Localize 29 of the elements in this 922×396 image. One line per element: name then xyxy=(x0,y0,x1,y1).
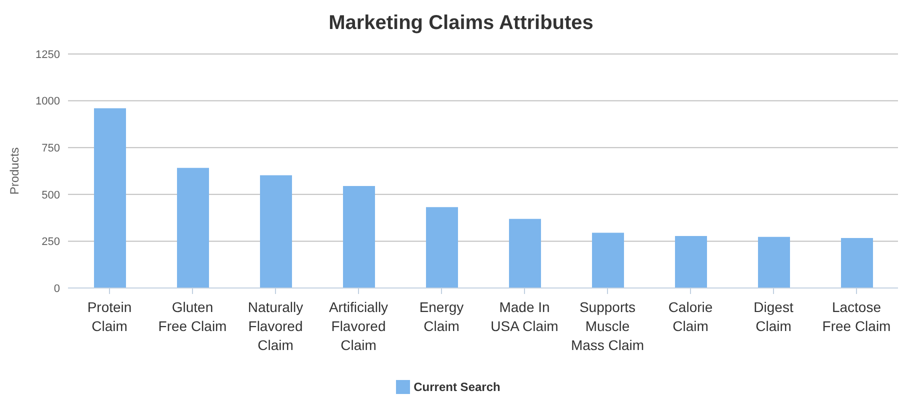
x-tick-label: Supports Muscle Mass Claim xyxy=(570,299,644,353)
y-tick-label: 0 xyxy=(54,282,60,295)
x-tick-label: Calorie Claim xyxy=(668,299,713,334)
x-tick-label: Protein Claim xyxy=(87,299,132,334)
y-tick-label: 500 xyxy=(42,189,60,202)
bar xyxy=(343,186,375,288)
y-tick-label: 1000 xyxy=(36,96,60,108)
chart-title: Marketing Claims Attributes xyxy=(328,11,594,36)
x-tick-label: Lactose Free Claim xyxy=(822,299,891,334)
y-tick-label: 750 xyxy=(42,142,60,155)
bar xyxy=(260,175,292,288)
x-tick-label: Gluten Free Claim xyxy=(158,299,227,334)
x-tick-label: Energy Claim xyxy=(419,299,464,334)
bar xyxy=(592,232,624,288)
bar xyxy=(841,238,873,288)
bar xyxy=(177,168,209,288)
legend-label: Current Search xyxy=(414,380,500,394)
x-tick-label: Artificially Flavored Claim xyxy=(328,299,388,353)
x-tick-label: Made In USA Claim xyxy=(490,299,558,334)
x-tick-label: Naturally Flavored Claim xyxy=(248,299,304,353)
bar xyxy=(758,236,790,288)
y-tick-label: 250 xyxy=(42,236,60,248)
bar xyxy=(94,108,126,288)
bar xyxy=(426,207,458,288)
bar xyxy=(509,218,541,288)
x-tick-label: Digest Claim xyxy=(754,299,794,334)
y-axis-title: Products xyxy=(7,147,22,195)
y-tick-label: 1250 xyxy=(36,48,60,61)
bar xyxy=(675,236,707,288)
